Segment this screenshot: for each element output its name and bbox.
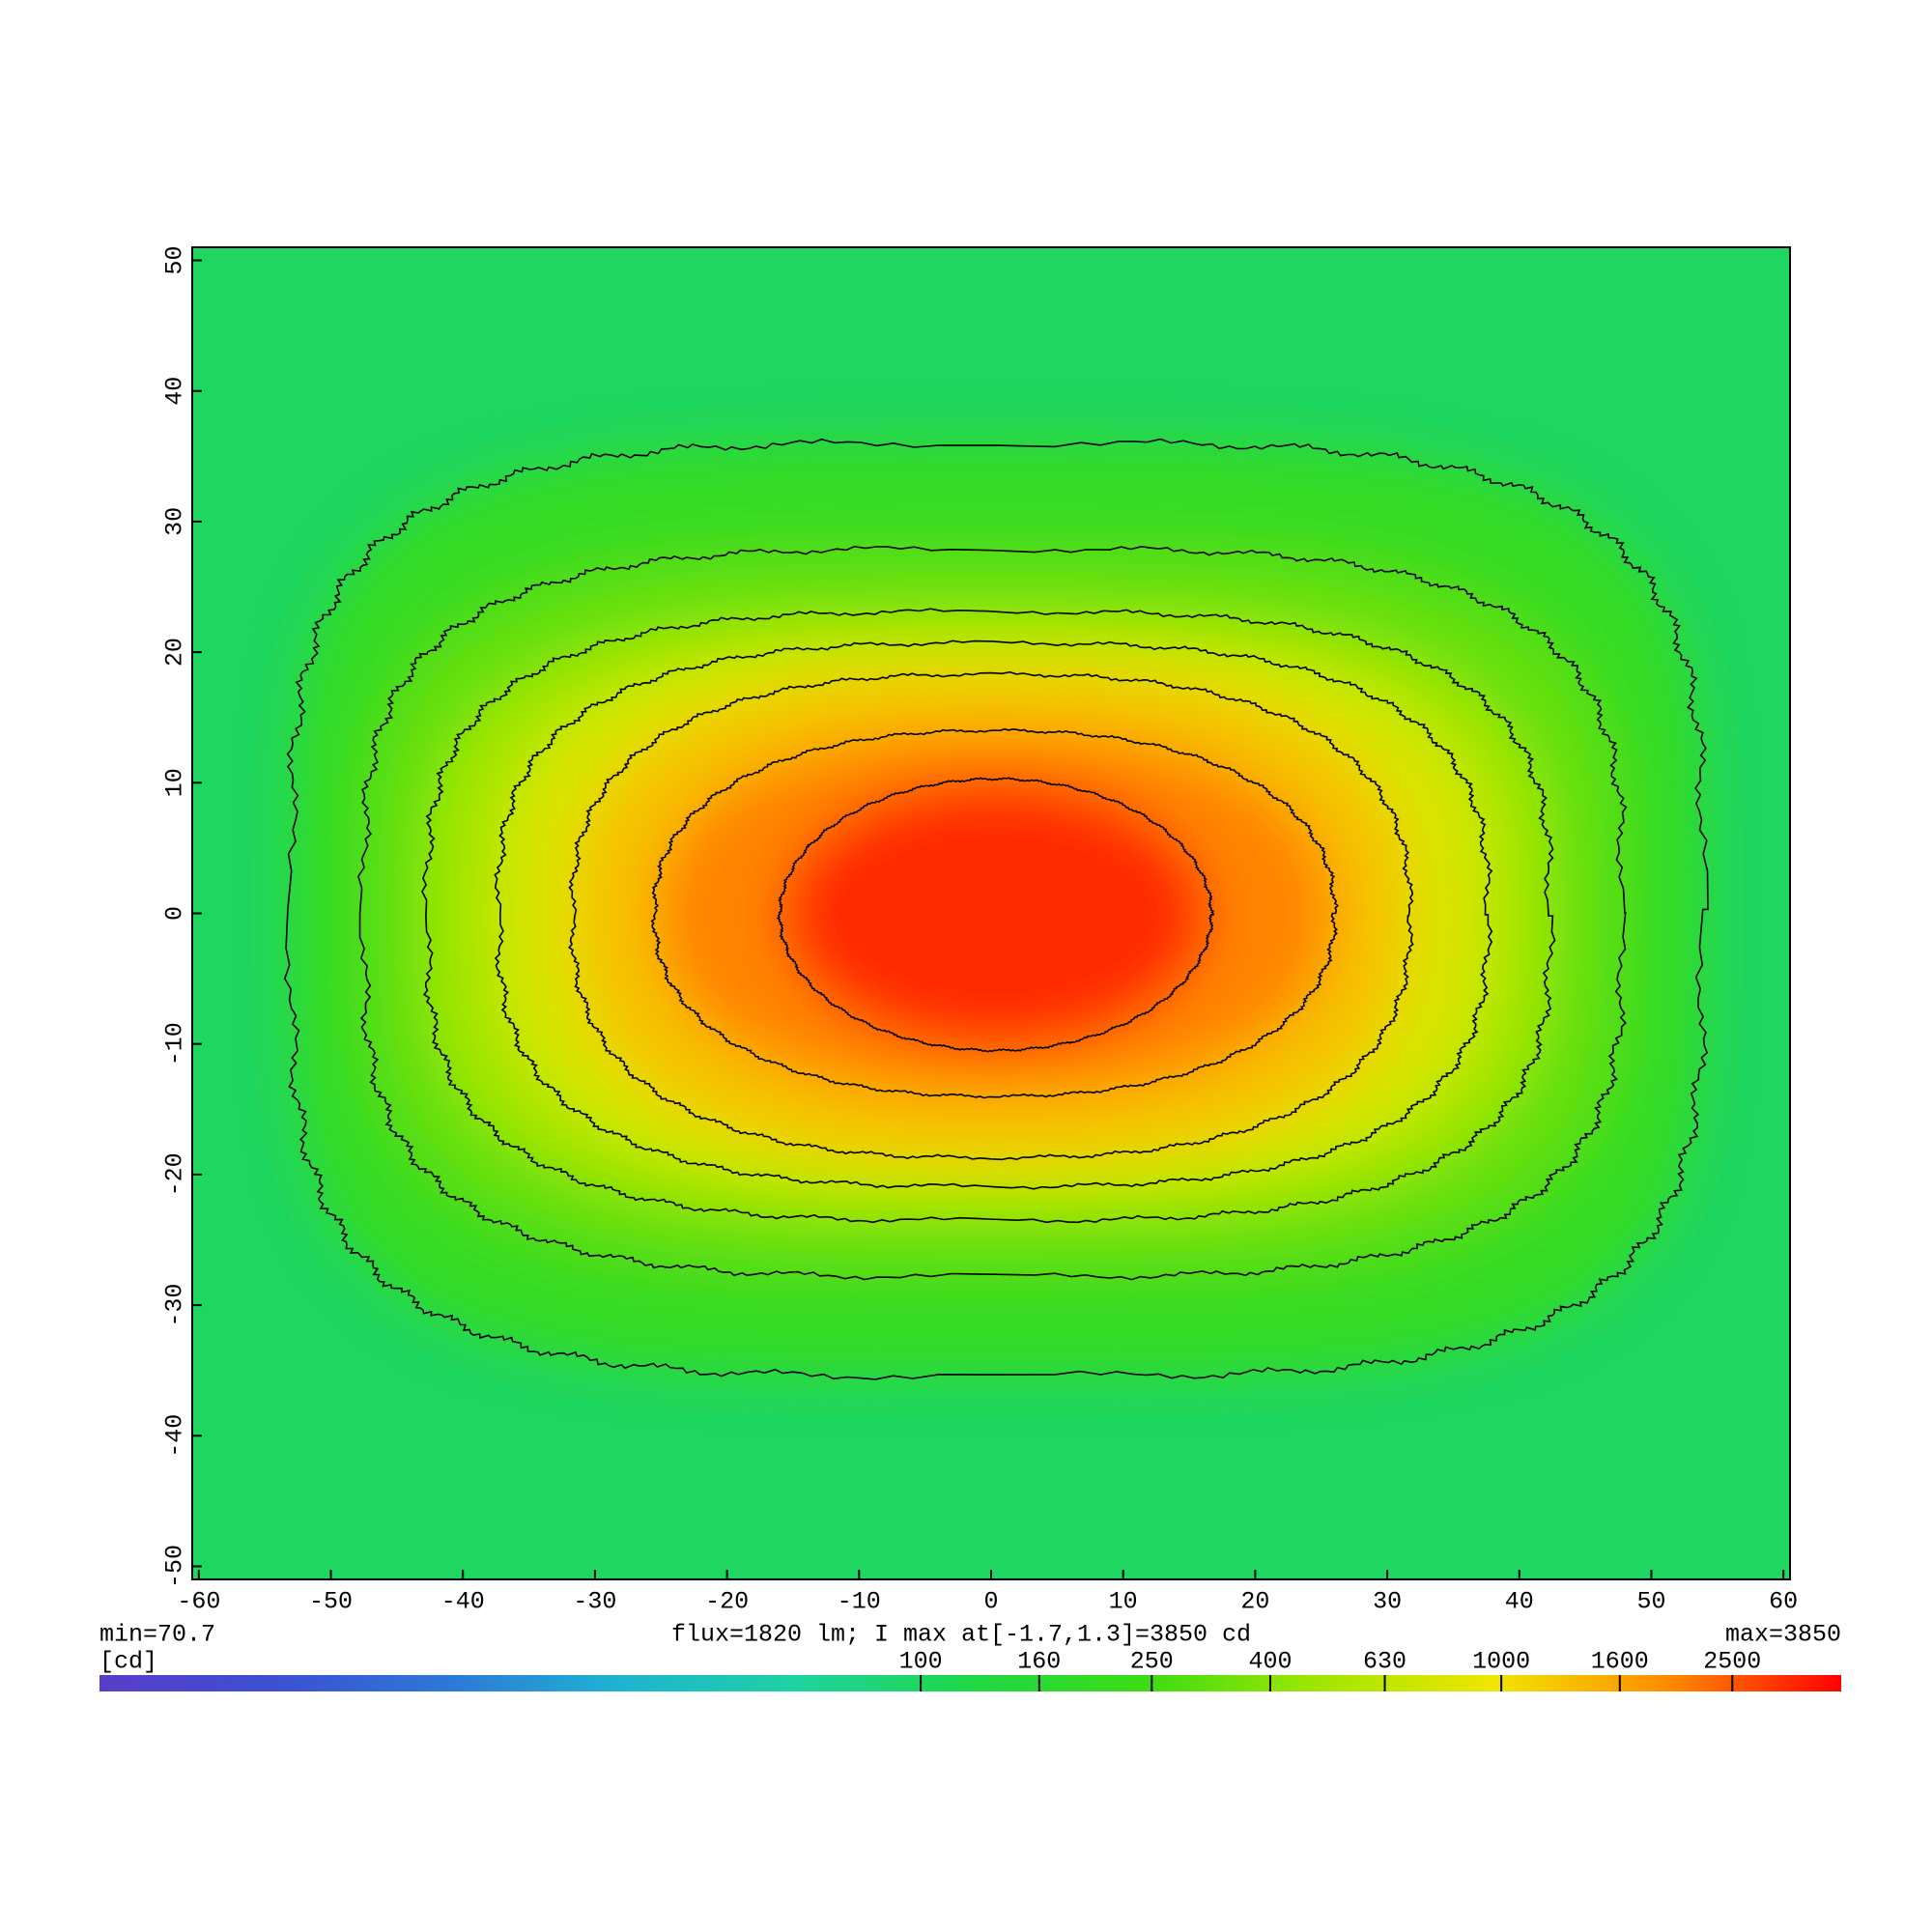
x-tick-label: 40 [1505, 1588, 1534, 1616]
x-tick-label: -60 [177, 1588, 220, 1616]
heat-band [780, 779, 1212, 1051]
x-tick-label: 10 [1109, 1588, 1138, 1616]
heatmap [192, 247, 1790, 1579]
x-tick-label: 0 [983, 1588, 998, 1616]
x-tick-label: 30 [1373, 1588, 1402, 1616]
colorbar-unit: [cd] [99, 1648, 157, 1676]
y-tick-label: -10 [161, 1022, 189, 1065]
contour-line [650, 727, 1340, 1099]
x-tick-label: 60 [1769, 1588, 1798, 1616]
colorbar [99, 1675, 1841, 1691]
y-tick-label: 10 [161, 768, 189, 797]
y-tick-label: 50 [161, 246, 189, 275]
colorbar-tick-label: 160 [1017, 1648, 1061, 1676]
y-tick-label: -40 [161, 1414, 189, 1458]
x-tick-label: 20 [1240, 1588, 1269, 1616]
y-tick-label: 30 [161, 507, 189, 536]
colorbar-tick-label: 1600 [1591, 1648, 1649, 1676]
contour-line [568, 670, 1414, 1161]
max-label: max=3850 [1725, 1621, 1841, 1649]
x-tick-label: -10 [838, 1588, 881, 1616]
colorbar-tick-label: 2500 [1703, 1648, 1761, 1676]
colorbar-tick-label: 100 [899, 1648, 943, 1676]
colorbar-tick-label: 400 [1248, 1648, 1292, 1676]
contour-line [357, 545, 1628, 1281]
y-tick-label: 40 [161, 377, 189, 406]
x-tick-label: -40 [441, 1588, 485, 1616]
x-tick-label: -30 [573, 1588, 616, 1616]
colorbar-tick-label: 1000 [1472, 1648, 1530, 1676]
y-tick-label: -20 [161, 1152, 189, 1196]
contour-line [494, 639, 1493, 1190]
x-tick-label: 50 [1636, 1588, 1665, 1616]
colorbar-tick-label: 630 [1363, 1648, 1406, 1676]
x-tick-label: -20 [705, 1588, 749, 1616]
y-tick-label: -50 [161, 1545, 189, 1588]
info-text: flux=1820 lm; I max at[-1.7,1.3]=3850 cd [671, 1621, 1251, 1649]
y-tick-label: -30 [161, 1284, 189, 1327]
y-tick-label: 20 [161, 638, 189, 667]
colorbar-tick-label: 250 [1130, 1648, 1174, 1676]
min-label: min=70.7 [99, 1621, 215, 1649]
heat-fill [291, 442, 1703, 1377]
y-tick-label: 0 [161, 906, 189, 921]
contour-line [776, 777, 1215, 1053]
x-tick-label: -50 [309, 1588, 353, 1616]
contour-line [421, 608, 1556, 1224]
contour-line [283, 438, 1709, 1380]
contour-lines [283, 438, 1709, 1380]
